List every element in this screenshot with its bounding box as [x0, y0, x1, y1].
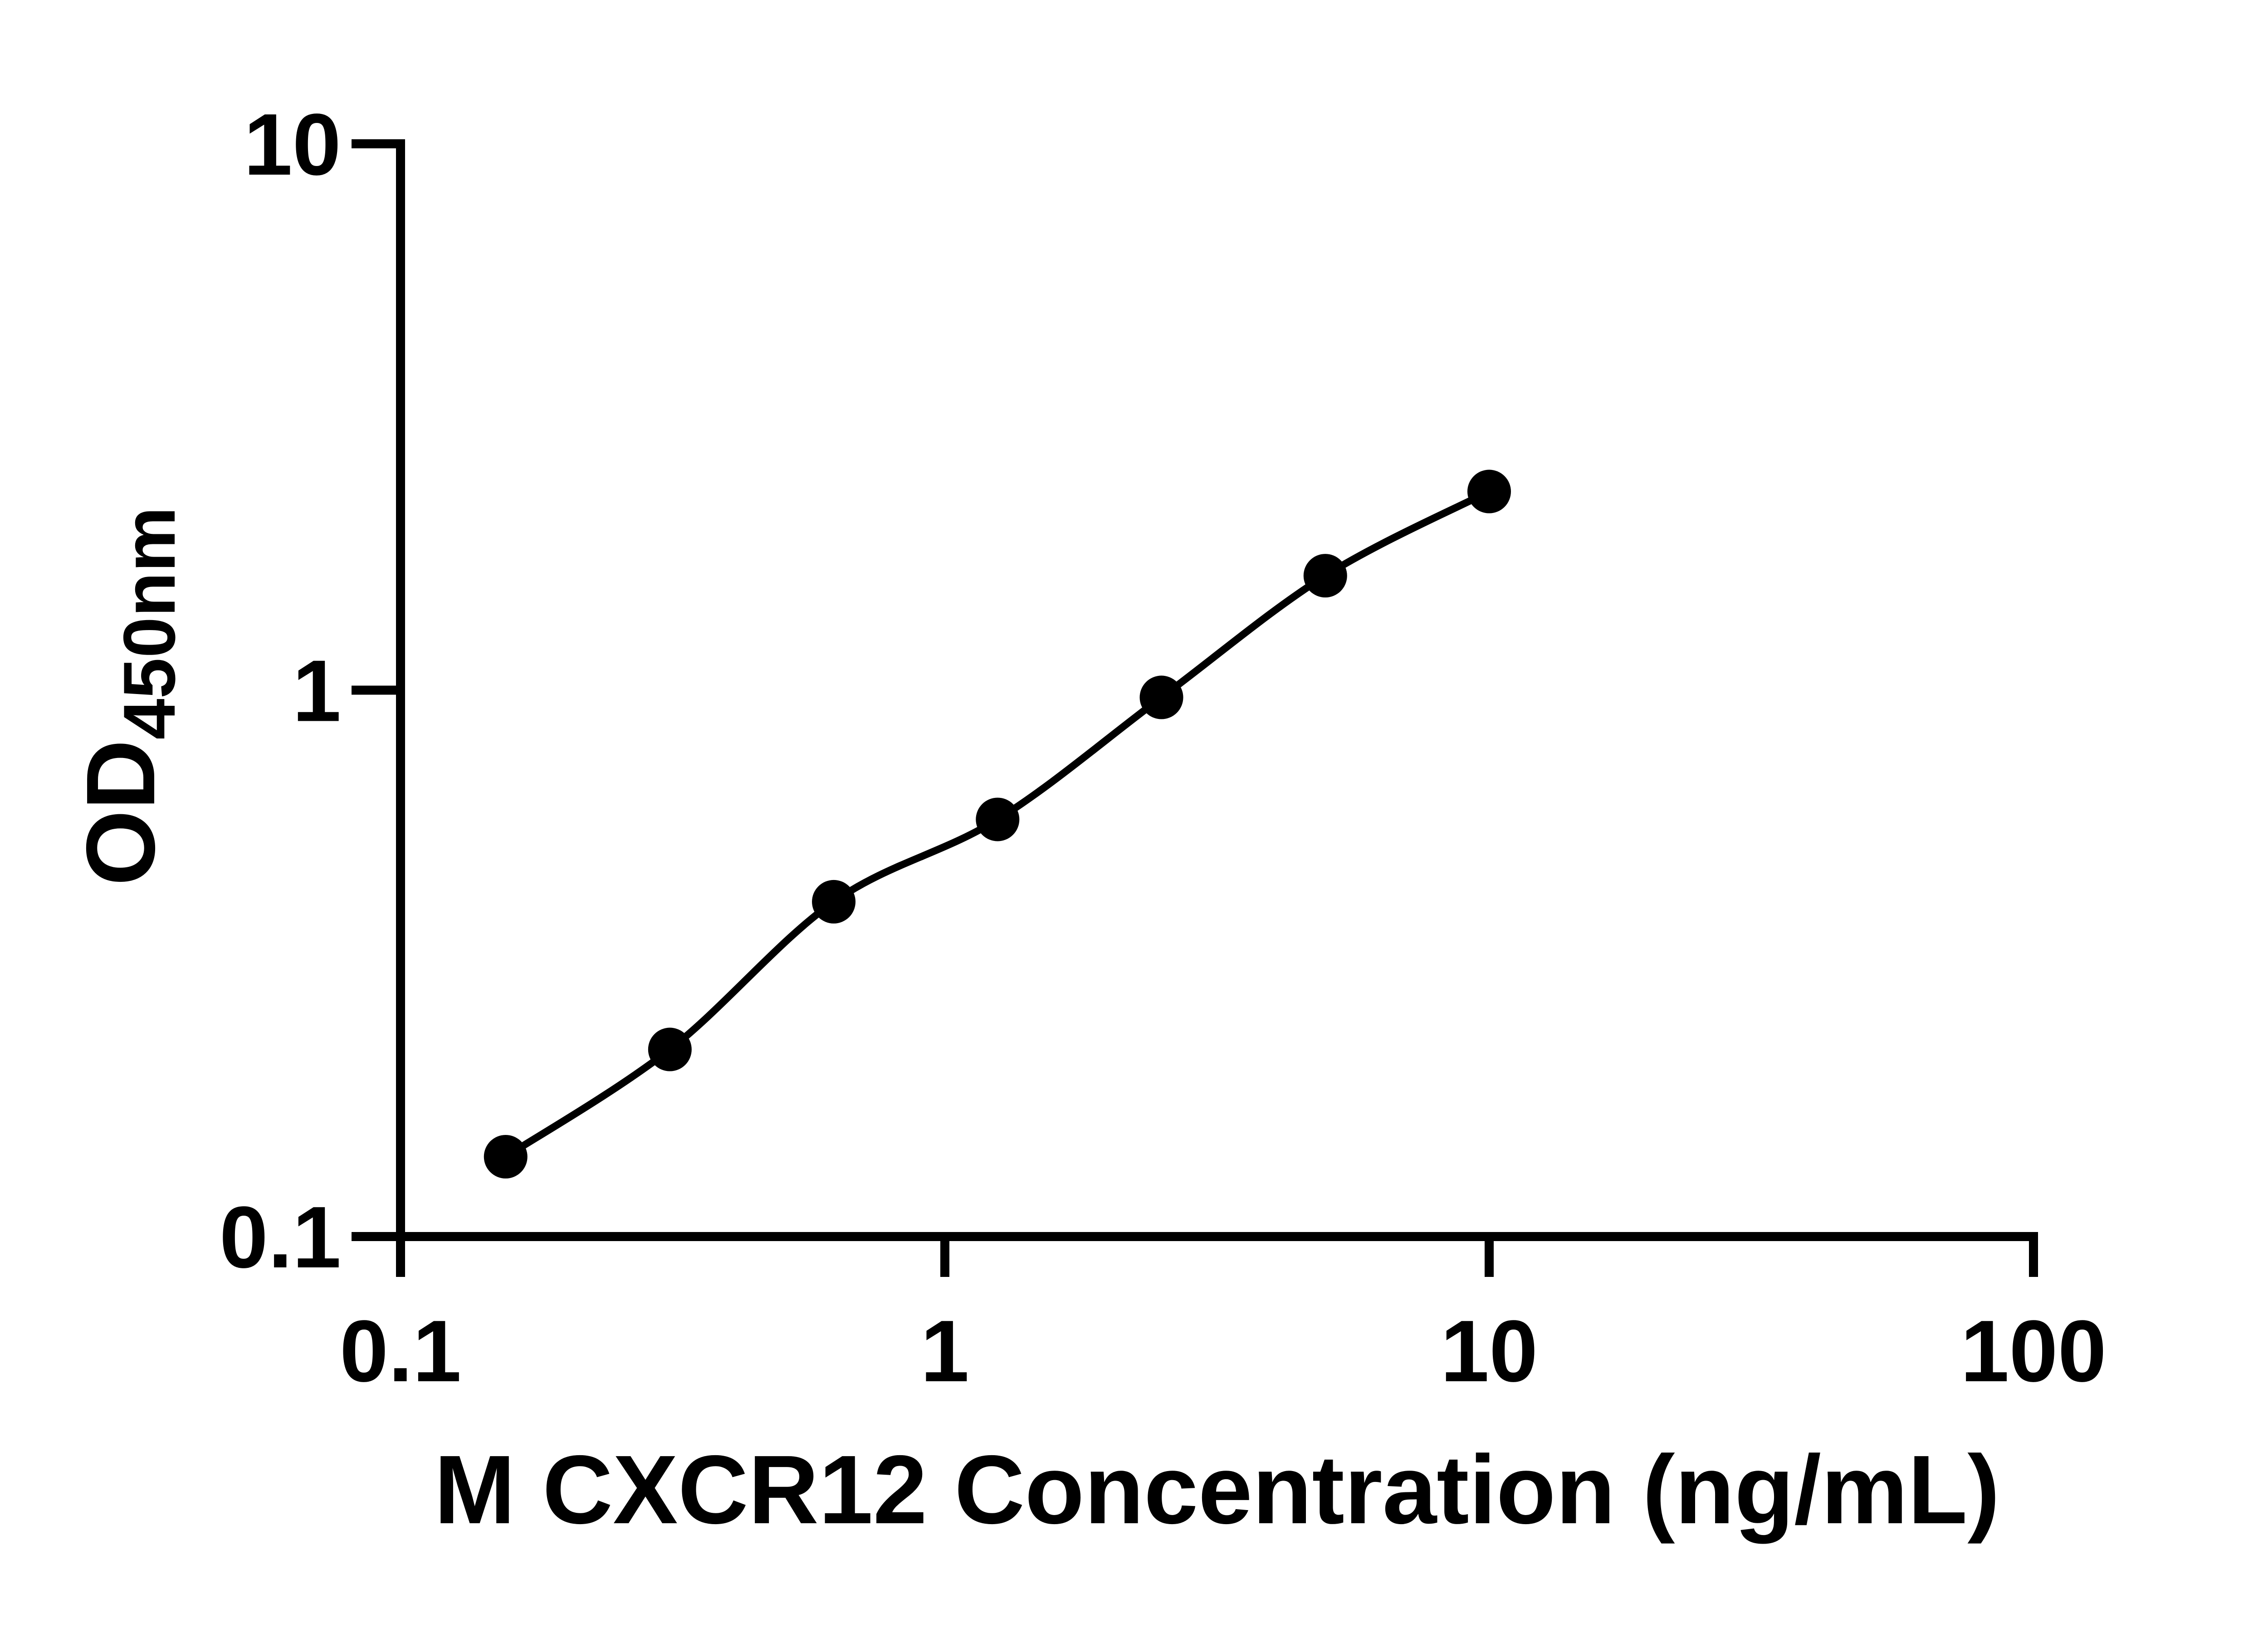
data-point: [812, 880, 856, 924]
data-point: [484, 1134, 528, 1178]
data-point: [1139, 675, 1183, 719]
y-axis-title: OD450nm: [66, 507, 191, 886]
y-axis-title-main: OD: [66, 739, 175, 886]
data-point: [1303, 554, 1347, 598]
x-tick-label: 1: [920, 1302, 969, 1400]
x-tick-label: 100: [1960, 1302, 2107, 1400]
data-point: [976, 797, 1020, 841]
y-tick-label: 0.1: [220, 1188, 341, 1286]
plot-area: 0.1 1 10 0.1 1 10 100: [220, 95, 2107, 1400]
x-tick-label: 10: [1441, 1302, 1538, 1400]
x-tick-label: 0.1: [340, 1302, 461, 1400]
x-axis-title: M CXCR12 Concentration (ng/mL): [434, 1435, 2000, 1544]
y-tick-label: 1: [293, 642, 341, 740]
data-point: [648, 1027, 692, 1071]
y-axis-title-sub: 450nm: [108, 507, 191, 739]
data-point: [1467, 469, 1511, 513]
y-tick-label: 10: [244, 95, 341, 193]
